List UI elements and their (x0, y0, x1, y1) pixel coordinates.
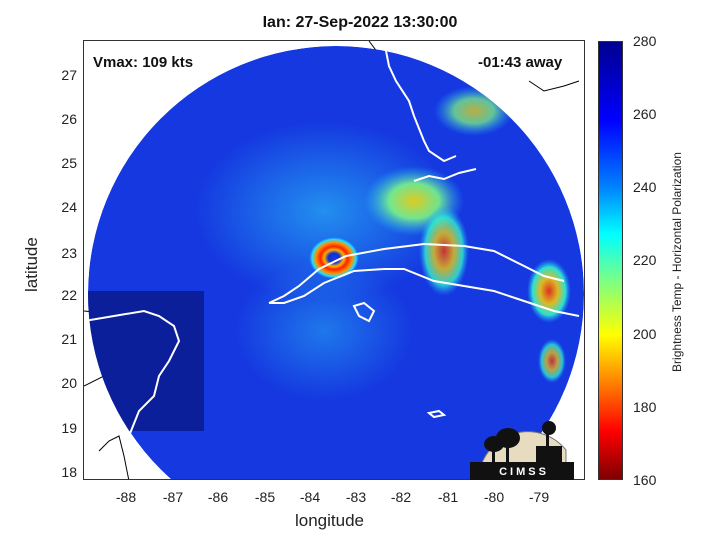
y-tick-label: 22 (61, 287, 77, 303)
y-tick-label: 23 (61, 245, 77, 261)
map-plot-area (83, 40, 585, 480)
hurricane-eyewall (308, 236, 360, 280)
colorbar-tick-label: 280 (633, 33, 657, 49)
vmax-label: Vmax: 109 kts (93, 54, 194, 71)
colorbar-label: Brightness Temp - Horizontal Polarizatio… (670, 152, 684, 372)
y-tick-label: 27 (61, 67, 77, 83)
x-tick-label: -82 (390, 489, 412, 505)
colorbar-tick-label: 240 (633, 179, 657, 195)
brightness-temperature-map (84, 41, 584, 479)
y-tick-label: 26 (61, 111, 77, 127)
time-away-label: -01:43 away (478, 54, 563, 71)
coastline (88, 46, 580, 437)
x-tick-label: -87 (162, 489, 184, 505)
x-tick-label: -85 (254, 489, 276, 505)
colorbar-tick-label: 160 (633, 472, 657, 488)
y-tick-label: 21 (61, 331, 77, 347)
plot-title: Ian: 27-Sep-2022 13:30:00 (262, 14, 458, 31)
cimss-logo-text: CIMSS (499, 466, 549, 478)
x-tick-label: -83 (345, 489, 367, 505)
colorbar-tick-label: 220 (633, 252, 657, 268)
y-tick-label: 25 (61, 155, 77, 171)
x-axis-label: longitude (295, 511, 365, 530)
x-tick-label: -88 (115, 489, 137, 505)
x-tick-label: -81 (437, 489, 459, 505)
colorbar (598, 41, 623, 480)
y-tick-label: 24 (61, 199, 77, 215)
colorbar-tick-label: 260 (633, 106, 657, 122)
x-tick-label: -86 (207, 489, 229, 505)
x-tick-label: -84 (299, 489, 321, 505)
x-tick-label: -80 (483, 489, 505, 505)
y-tick-label: 19 (61, 420, 77, 436)
y-tick-label: 20 (61, 375, 77, 391)
x-tick-label: -79 (528, 489, 550, 505)
colorbar-tick-label: 200 (633, 326, 657, 342)
y-tick-label: 18 (61, 464, 77, 480)
cimss-logo (470, 421, 574, 480)
y-axis-label: latitude (22, 237, 41, 292)
colorbar-tick-label: 180 (633, 399, 657, 415)
